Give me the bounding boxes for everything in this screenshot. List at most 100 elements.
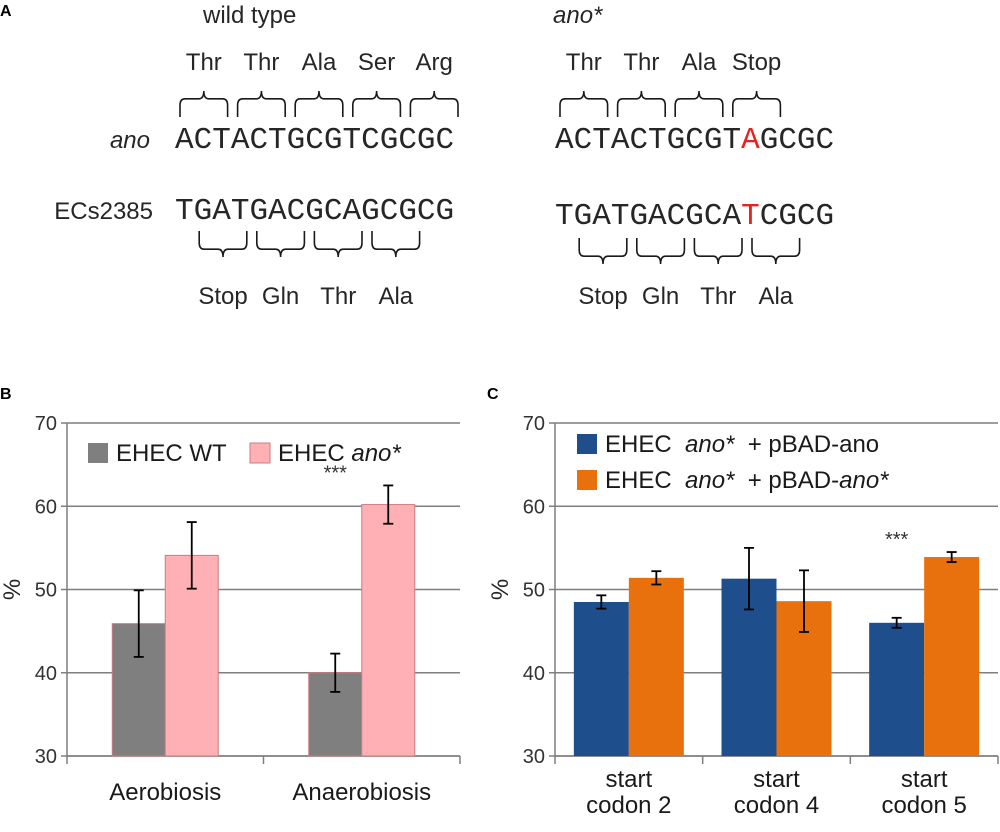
mutant-ecs2385-sequence: TGATGACGCATCGCG	[555, 199, 834, 234]
y-tick-label: 30	[523, 746, 545, 768]
y-tick-label: 60	[35, 496, 57, 518]
wild-type-ano-sequence: ACTACTGCGTCGCGC	[175, 123, 454, 158]
bar	[573, 601, 629, 756]
y-axis-label: %	[487, 579, 514, 600]
mutant-ecs-base: A	[722, 199, 741, 234]
mutant-ecs-base: G	[574, 199, 593, 234]
bar	[924, 557, 980, 756]
y-tick-label: 30	[35, 746, 57, 768]
wild-type-ecs-base: G	[398, 194, 417, 229]
mutant-ecs-base: G	[685, 199, 704, 234]
wild-type-ano-codon-brace	[352, 90, 402, 117]
mutant-ano-base: C	[778, 123, 797, 158]
ecs2385-row-label: ECs2385	[54, 198, 153, 225]
wild-type-ecs-codon-label: Stop	[198, 283, 247, 310]
ano-row-label: ano	[110, 127, 150, 154]
mutant-ano-base: C	[574, 123, 593, 158]
wild-type-ano-base: G	[287, 123, 306, 158]
wild-type-ano-base: C	[194, 123, 213, 158]
mutant-ecs-base: C	[797, 199, 816, 234]
mutant-ano-base: A	[555, 123, 574, 158]
wild-type-ecs-codon-brace	[198, 231, 248, 258]
legend-label: EHEC ano*	[278, 440, 401, 467]
wild-type-ano-base: C	[398, 123, 417, 158]
x-category-label: codon 2	[586, 792, 671, 819]
legend-label-part: EHEC WT	[116, 440, 227, 467]
wild-type-ecs-base: G	[436, 194, 455, 229]
wild-type-ecs2385-sequence: TGATGACGCAGCGCG	[175, 194, 454, 229]
mutant-ano-base: T	[648, 123, 667, 158]
legend-label-part: EHEC	[605, 431, 685, 458]
mutant-ecs-base: C	[760, 199, 779, 234]
wild-type-ano-codon-label: Arg	[416, 49, 453, 76]
wild-type-ecs-base: T	[231, 194, 250, 229]
legend-label-part: EHEC	[605, 467, 685, 494]
wild-type-ano-base: A	[231, 123, 250, 158]
mutant-ano-base: G	[704, 123, 723, 158]
wild-type-ano-codon-label: Thr	[243, 49, 279, 76]
legend-label-part: ano*	[685, 467, 735, 494]
wild-type-ano-base: T	[342, 123, 361, 158]
mutant-ano-base: A	[741, 123, 760, 158]
significance-marker: ***	[885, 529, 909, 551]
mutant-ano-sequence: ACTACTGCGTAGCGC	[555, 123, 834, 158]
mutant-ecs-codon-label: Gln	[642, 283, 679, 310]
legend-label-part: + pBAD-ano	[734, 431, 879, 458]
legend-label: EHEC ano* + pBAD-ano*	[605, 467, 889, 494]
mutant-ano-base: C	[685, 123, 704, 158]
mutant-ano-codon-brace	[559, 90, 609, 117]
mutant-ano-codon-label: Stop	[732, 49, 781, 76]
y-axis-label: %	[0, 579, 26, 600]
wild-type-ecs-base: C	[380, 194, 399, 229]
wild-type-ano-base: C	[249, 123, 268, 158]
wild-type-ecs-codon-brace	[256, 231, 306, 258]
mutant-ano-base: A	[611, 123, 630, 158]
legend-swatch	[249, 442, 271, 464]
wild-type-ano-codon-label: Ser	[358, 49, 395, 76]
wild-type-ano-base: A	[175, 123, 194, 158]
mutant-ecs-codon-brace	[636, 238, 686, 265]
wild-type-ecs-base: G	[305, 194, 324, 229]
wild-type-ano-codon-label: Ala	[302, 49, 337, 76]
wild-type-ano-base: G	[417, 123, 436, 158]
mutant-ano-base: T	[592, 123, 611, 158]
legend-label-part: ano*	[839, 467, 889, 494]
legend-label: EHEC WT	[116, 440, 227, 467]
y-tick-label: 70	[523, 413, 545, 435]
legend-swatch	[577, 470, 597, 490]
mutant-ecs-base: T	[555, 199, 574, 234]
bar	[628, 577, 684, 756]
wild-type-ano-base: C	[436, 123, 455, 158]
wild-type-ano-base: G	[380, 123, 399, 158]
panel-letter-a: A	[0, 3, 12, 20]
codon-annotations: Thr Thr Ala Ser Arg Stop Gln Thr Ala Thr Thr Ala Sto…	[179, 49, 801, 310]
legend-label-part: + pBAD-	[734, 467, 839, 494]
y-tick-label: 50	[35, 580, 57, 602]
bar	[869, 622, 925, 756]
x-category-label: Aerobiosis	[109, 779, 221, 806]
y-tick-label: 60	[523, 496, 545, 518]
x-category-label: start	[901, 766, 948, 793]
wild-type-ecs-base: T	[175, 194, 194, 229]
mutant-ano-codon-label: Thr	[566, 49, 602, 76]
panel-letter-b: B	[0, 386, 12, 403]
panel-letter-c: C	[487, 386, 499, 403]
legend-label-part: ano*	[685, 431, 735, 458]
wild-type-ecs-base: C	[417, 194, 436, 229]
mutant-ecs-codon-brace	[751, 238, 801, 265]
mutant-ecs-base: C	[704, 199, 723, 234]
wild-type-ecs-base: G	[249, 194, 268, 229]
mutant-ano-codon-label: Ala	[682, 49, 717, 76]
x-category-label: codon 5	[881, 792, 966, 819]
legend-swatch	[88, 443, 108, 463]
mutant-ano-codon-brace	[732, 90, 782, 117]
legend-label-part: EHEC	[278, 440, 351, 467]
wild-type-ecs-base: G	[194, 194, 213, 229]
wild-type-ano-base: C	[361, 123, 380, 158]
wild-type-ano-codon-brace	[236, 90, 286, 117]
wild-type-ano-base: C	[305, 123, 324, 158]
y-tick-label: 40	[523, 663, 545, 685]
mutant-ano-base: G	[797, 123, 816, 158]
